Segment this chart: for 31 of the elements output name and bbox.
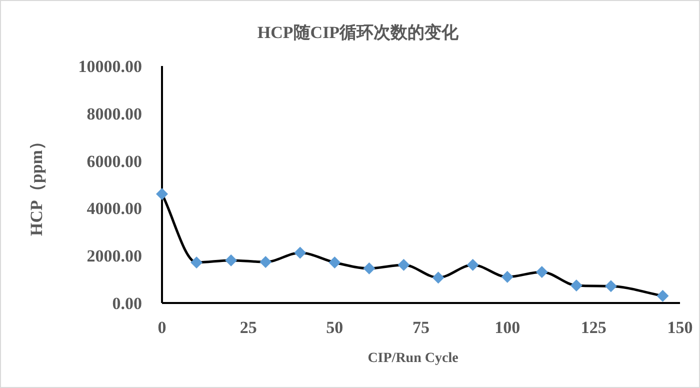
- point: [398, 258, 410, 271]
- point: [190, 256, 203, 268]
- point: [363, 262, 376, 274]
- point: [536, 266, 548, 278]
- point: [294, 246, 306, 259]
- x-tick-label: 25: [240, 318, 257, 337]
- x-tick-label: 100: [494, 318, 520, 337]
- y-tick-label: 6000.00: [86, 152, 142, 171]
- y-tick-label: 8000.00: [86, 104, 142, 124]
- x-axis-title: CIP/Run Cycle: [368, 351, 458, 366]
- y-axis-title: HCP（ppm）: [27, 133, 46, 236]
- y-tick-label: 10000.00: [78, 57, 142, 76]
- point: [328, 256, 341, 268]
- point: [225, 254, 238, 266]
- y-tick-label: 4000.00: [86, 199, 142, 218]
- y-tick-label: 2000.00: [86, 246, 142, 266]
- point: [656, 290, 669, 302]
- point: [570, 279, 582, 292]
- point: [432, 272, 444, 284]
- point: [604, 280, 617, 292]
- point: [466, 258, 479, 271]
- x-tick-label: 150: [667, 318, 693, 337]
- chart-title: HCP随CIP循环次数的变化: [257, 23, 460, 42]
- point: [156, 188, 168, 200]
- x-tick-label: 0: [158, 318, 166, 337]
- x-tick-label: 75: [412, 318, 430, 337]
- point: [501, 270, 514, 283]
- x-tick-label: 125: [580, 318, 606, 337]
- x-tick-label: 50: [326, 318, 344, 337]
- point: [260, 256, 272, 268]
- y-tick-label: 0.00: [112, 294, 142, 313]
